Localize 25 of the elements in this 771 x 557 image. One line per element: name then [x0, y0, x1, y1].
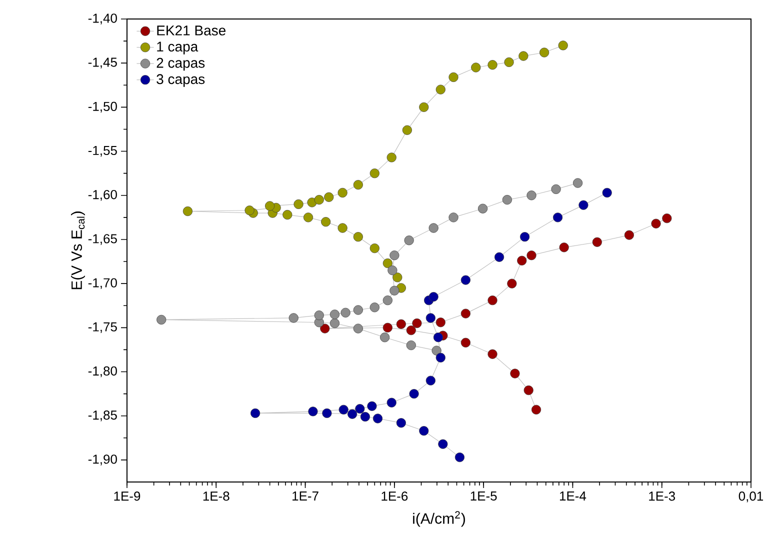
x-tick-label: 1E-4: [560, 492, 586, 500]
x-tick-label: 1E-8: [203, 492, 230, 501]
x-axis-title: i(A/cm$^{2}$): [413, 511, 465, 527]
y-tick-label: -1,85: [88, 410, 117, 422]
y-tick-label: -1,75: [88, 322, 117, 333]
y-tick-label: -1,70: [88, 278, 117, 289]
x-tick-label: 0,01: [738, 492, 764, 502]
x-tick-label: 1E-7: [292, 492, 318, 500]
x-tick-label: 1E-9: [114, 492, 140, 501]
legend-label: 3 capas: [156, 74, 205, 87]
x-tick-label: 1E-3: [649, 492, 676, 501]
y-tick-label: -1,80: [88, 366, 117, 378]
y-tick-label: -1,50: [88, 102, 117, 113]
legend-label: EK21 Base: [157, 26, 226, 36]
y-tick-label: -1,60: [88, 190, 117, 201]
x-tick-label: 1E-5: [470, 492, 497, 501]
y-tick-label: -1,40: [88, 14, 117, 24]
y-tick-label: -1,55: [88, 146, 117, 157]
y-tick-label: -1,65: [88, 234, 117, 245]
legend-label: 1 capa: [157, 42, 198, 54]
y-tick-label: -1,45: [88, 58, 117, 68]
legend-label: 2 capas: [156, 58, 205, 71]
y-tick-label: -1,90: [88, 454, 117, 466]
y-axis-title: E(V Vs E$_{cal}$): [70, 212, 85, 290]
x-tick-label: 1E-6: [382, 492, 408, 501]
